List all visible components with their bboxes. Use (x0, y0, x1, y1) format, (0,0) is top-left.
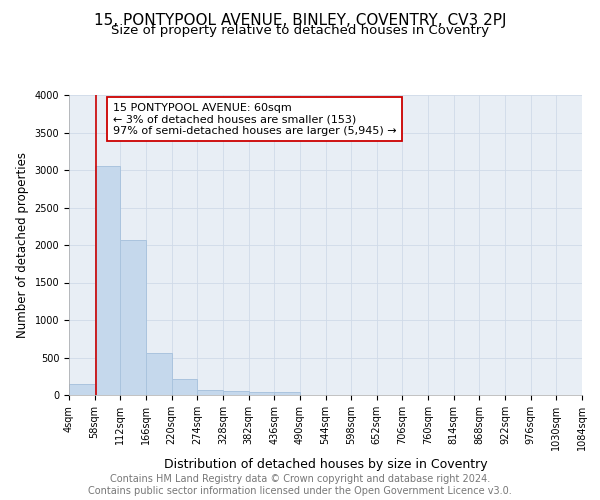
Text: Contains HM Land Registry data © Crown copyright and database right 2024.
Contai: Contains HM Land Registry data © Crown c… (88, 474, 512, 496)
Text: Size of property relative to detached houses in Coventry: Size of property relative to detached ho… (111, 24, 489, 37)
X-axis label: Distribution of detached houses by size in Coventry: Distribution of detached houses by size … (164, 458, 487, 471)
Bar (146, 354, 172, 395)
Text: 15 PONTYPOOL AVENUE: 60sqm
← 3% of detached houses are smaller (153)
97% of semi: 15 PONTYPOOL AVENUE: 60sqm ← 3% of detac… (113, 102, 396, 136)
Bar (120, 240, 146, 395)
Bar (69, 384, 95, 395)
Bar (197, 390, 223, 395)
Text: 15, PONTYPOOL AVENUE, BINLEY, COVENTRY, CV3 2PJ: 15, PONTYPOOL AVENUE, BINLEY, COVENTRY, … (94, 12, 506, 28)
Bar (172, 379, 197, 395)
Bar (274, 392, 300, 395)
Bar (223, 391, 248, 395)
Y-axis label: Number of detached properties: Number of detached properties (16, 152, 29, 338)
Bar (95, 166, 120, 395)
Bar (248, 392, 274, 395)
